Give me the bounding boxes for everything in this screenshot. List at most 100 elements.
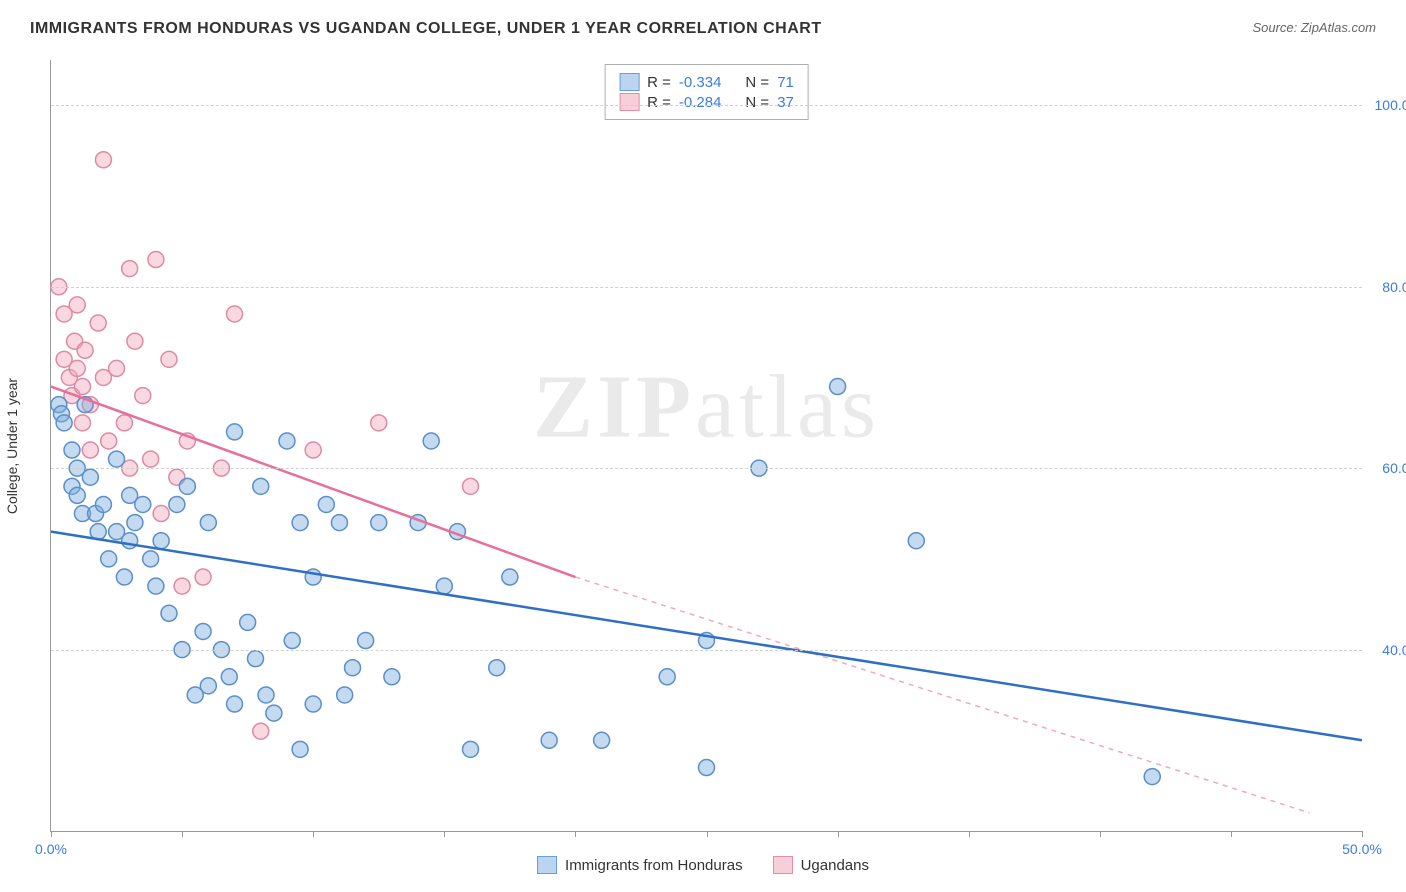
xtick — [182, 831, 183, 837]
xtick — [575, 831, 576, 837]
data-point — [161, 351, 177, 367]
data-point — [436, 578, 452, 594]
legend-swatch-blue — [537, 856, 557, 874]
data-point — [908, 533, 924, 549]
data-point — [659, 669, 675, 685]
data-point — [64, 442, 80, 458]
data-point — [127, 333, 143, 349]
trend-line — [575, 577, 1309, 813]
data-point — [240, 614, 256, 630]
xtick — [1231, 831, 1232, 837]
y-axis-label: College, Under 1 year — [4, 378, 20, 514]
data-point — [148, 252, 164, 268]
xtick — [707, 831, 708, 837]
data-point — [101, 433, 117, 449]
data-point — [101, 551, 117, 567]
data-point — [371, 515, 387, 531]
xtick — [1100, 831, 1101, 837]
data-point — [337, 687, 353, 703]
gridline — [51, 650, 1362, 651]
data-point — [90, 315, 106, 331]
data-point — [174, 578, 190, 594]
data-point — [95, 496, 111, 512]
data-point — [371, 415, 387, 431]
xtick-label: 50.0% — [1342, 841, 1382, 857]
ytick-label: 60.0% — [1382, 460, 1406, 476]
data-point — [258, 687, 274, 703]
chart-plot-area: ZIPatlas R = -0.334 N = 71 R = -0.284 N … — [50, 60, 1362, 832]
data-point — [221, 669, 237, 685]
data-point — [195, 623, 211, 639]
gridline — [51, 287, 1362, 288]
data-point — [384, 669, 400, 685]
data-point — [279, 433, 295, 449]
data-point — [541, 732, 557, 748]
data-point — [135, 388, 151, 404]
data-point — [153, 506, 169, 522]
data-point — [305, 696, 321, 712]
data-point — [82, 442, 98, 458]
data-point — [227, 424, 243, 440]
data-point — [292, 741, 308, 757]
legend-bottom: Immigrants from Honduras Ugandans — [537, 856, 869, 874]
data-point — [69, 297, 85, 313]
data-point — [318, 496, 334, 512]
data-point — [109, 360, 125, 376]
data-point — [153, 533, 169, 549]
data-point — [463, 478, 479, 494]
data-point — [95, 152, 111, 168]
data-point — [200, 678, 216, 694]
data-point — [292, 515, 308, 531]
xtick — [313, 831, 314, 837]
legend-label-uganda: Ugandans — [801, 857, 869, 874]
data-point — [699, 760, 715, 776]
data-point — [253, 478, 269, 494]
data-point — [195, 569, 211, 585]
data-point — [69, 487, 85, 503]
data-point — [345, 660, 361, 676]
data-point — [830, 379, 846, 395]
chart-title: IMMIGRANTS FROM HONDURAS VS UGANDAN COLL… — [30, 20, 822, 38]
data-point — [253, 723, 269, 739]
legend-label-honduras: Immigrants from Honduras — [565, 857, 743, 874]
xtick — [1362, 831, 1363, 837]
data-point — [143, 551, 159, 567]
data-point — [266, 705, 282, 721]
data-point — [148, 578, 164, 594]
data-point — [135, 496, 151, 512]
data-point — [284, 633, 300, 649]
data-point — [179, 478, 195, 494]
xtick-label: 0.0% — [35, 841, 67, 857]
data-point — [74, 415, 90, 431]
data-point — [331, 515, 347, 531]
legend-item-honduras: Immigrants from Honduras — [537, 856, 743, 874]
data-point — [200, 515, 216, 531]
data-point — [1144, 769, 1160, 785]
data-point — [169, 496, 185, 512]
data-point — [594, 732, 610, 748]
trend-line — [51, 532, 1362, 741]
ytick-label: 40.0% — [1382, 642, 1406, 658]
xtick — [444, 831, 445, 837]
data-point — [423, 433, 439, 449]
legend-swatch-pink — [773, 856, 793, 874]
data-point — [161, 605, 177, 621]
xtick — [969, 831, 970, 837]
data-point — [248, 651, 264, 667]
data-point — [358, 633, 374, 649]
data-point — [463, 741, 479, 757]
data-point — [227, 306, 243, 322]
xtick — [838, 831, 839, 837]
data-point — [143, 451, 159, 467]
data-point — [116, 415, 132, 431]
ytick-label: 80.0% — [1382, 279, 1406, 295]
data-point — [305, 442, 321, 458]
data-point — [227, 696, 243, 712]
data-point — [116, 569, 132, 585]
ytick-label: 100.0% — [1375, 97, 1406, 113]
source-attribution: Source: ZipAtlas.com — [1252, 20, 1376, 35]
data-point — [82, 469, 98, 485]
data-point — [109, 451, 125, 467]
data-point — [69, 360, 85, 376]
data-point — [74, 379, 90, 395]
